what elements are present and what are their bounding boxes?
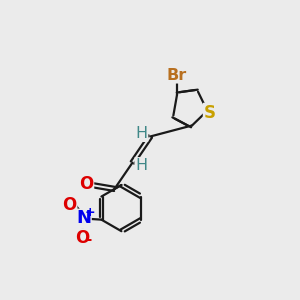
Text: H: H <box>135 158 147 173</box>
Text: S: S <box>204 103 216 122</box>
Text: -: - <box>85 232 92 247</box>
Text: O: O <box>79 175 93 193</box>
Text: Br: Br <box>167 68 187 83</box>
Text: N: N <box>76 209 91 227</box>
Text: O: O <box>75 229 89 247</box>
Text: O: O <box>62 196 77 214</box>
Text: +: + <box>85 206 95 218</box>
Text: H: H <box>135 126 148 141</box>
